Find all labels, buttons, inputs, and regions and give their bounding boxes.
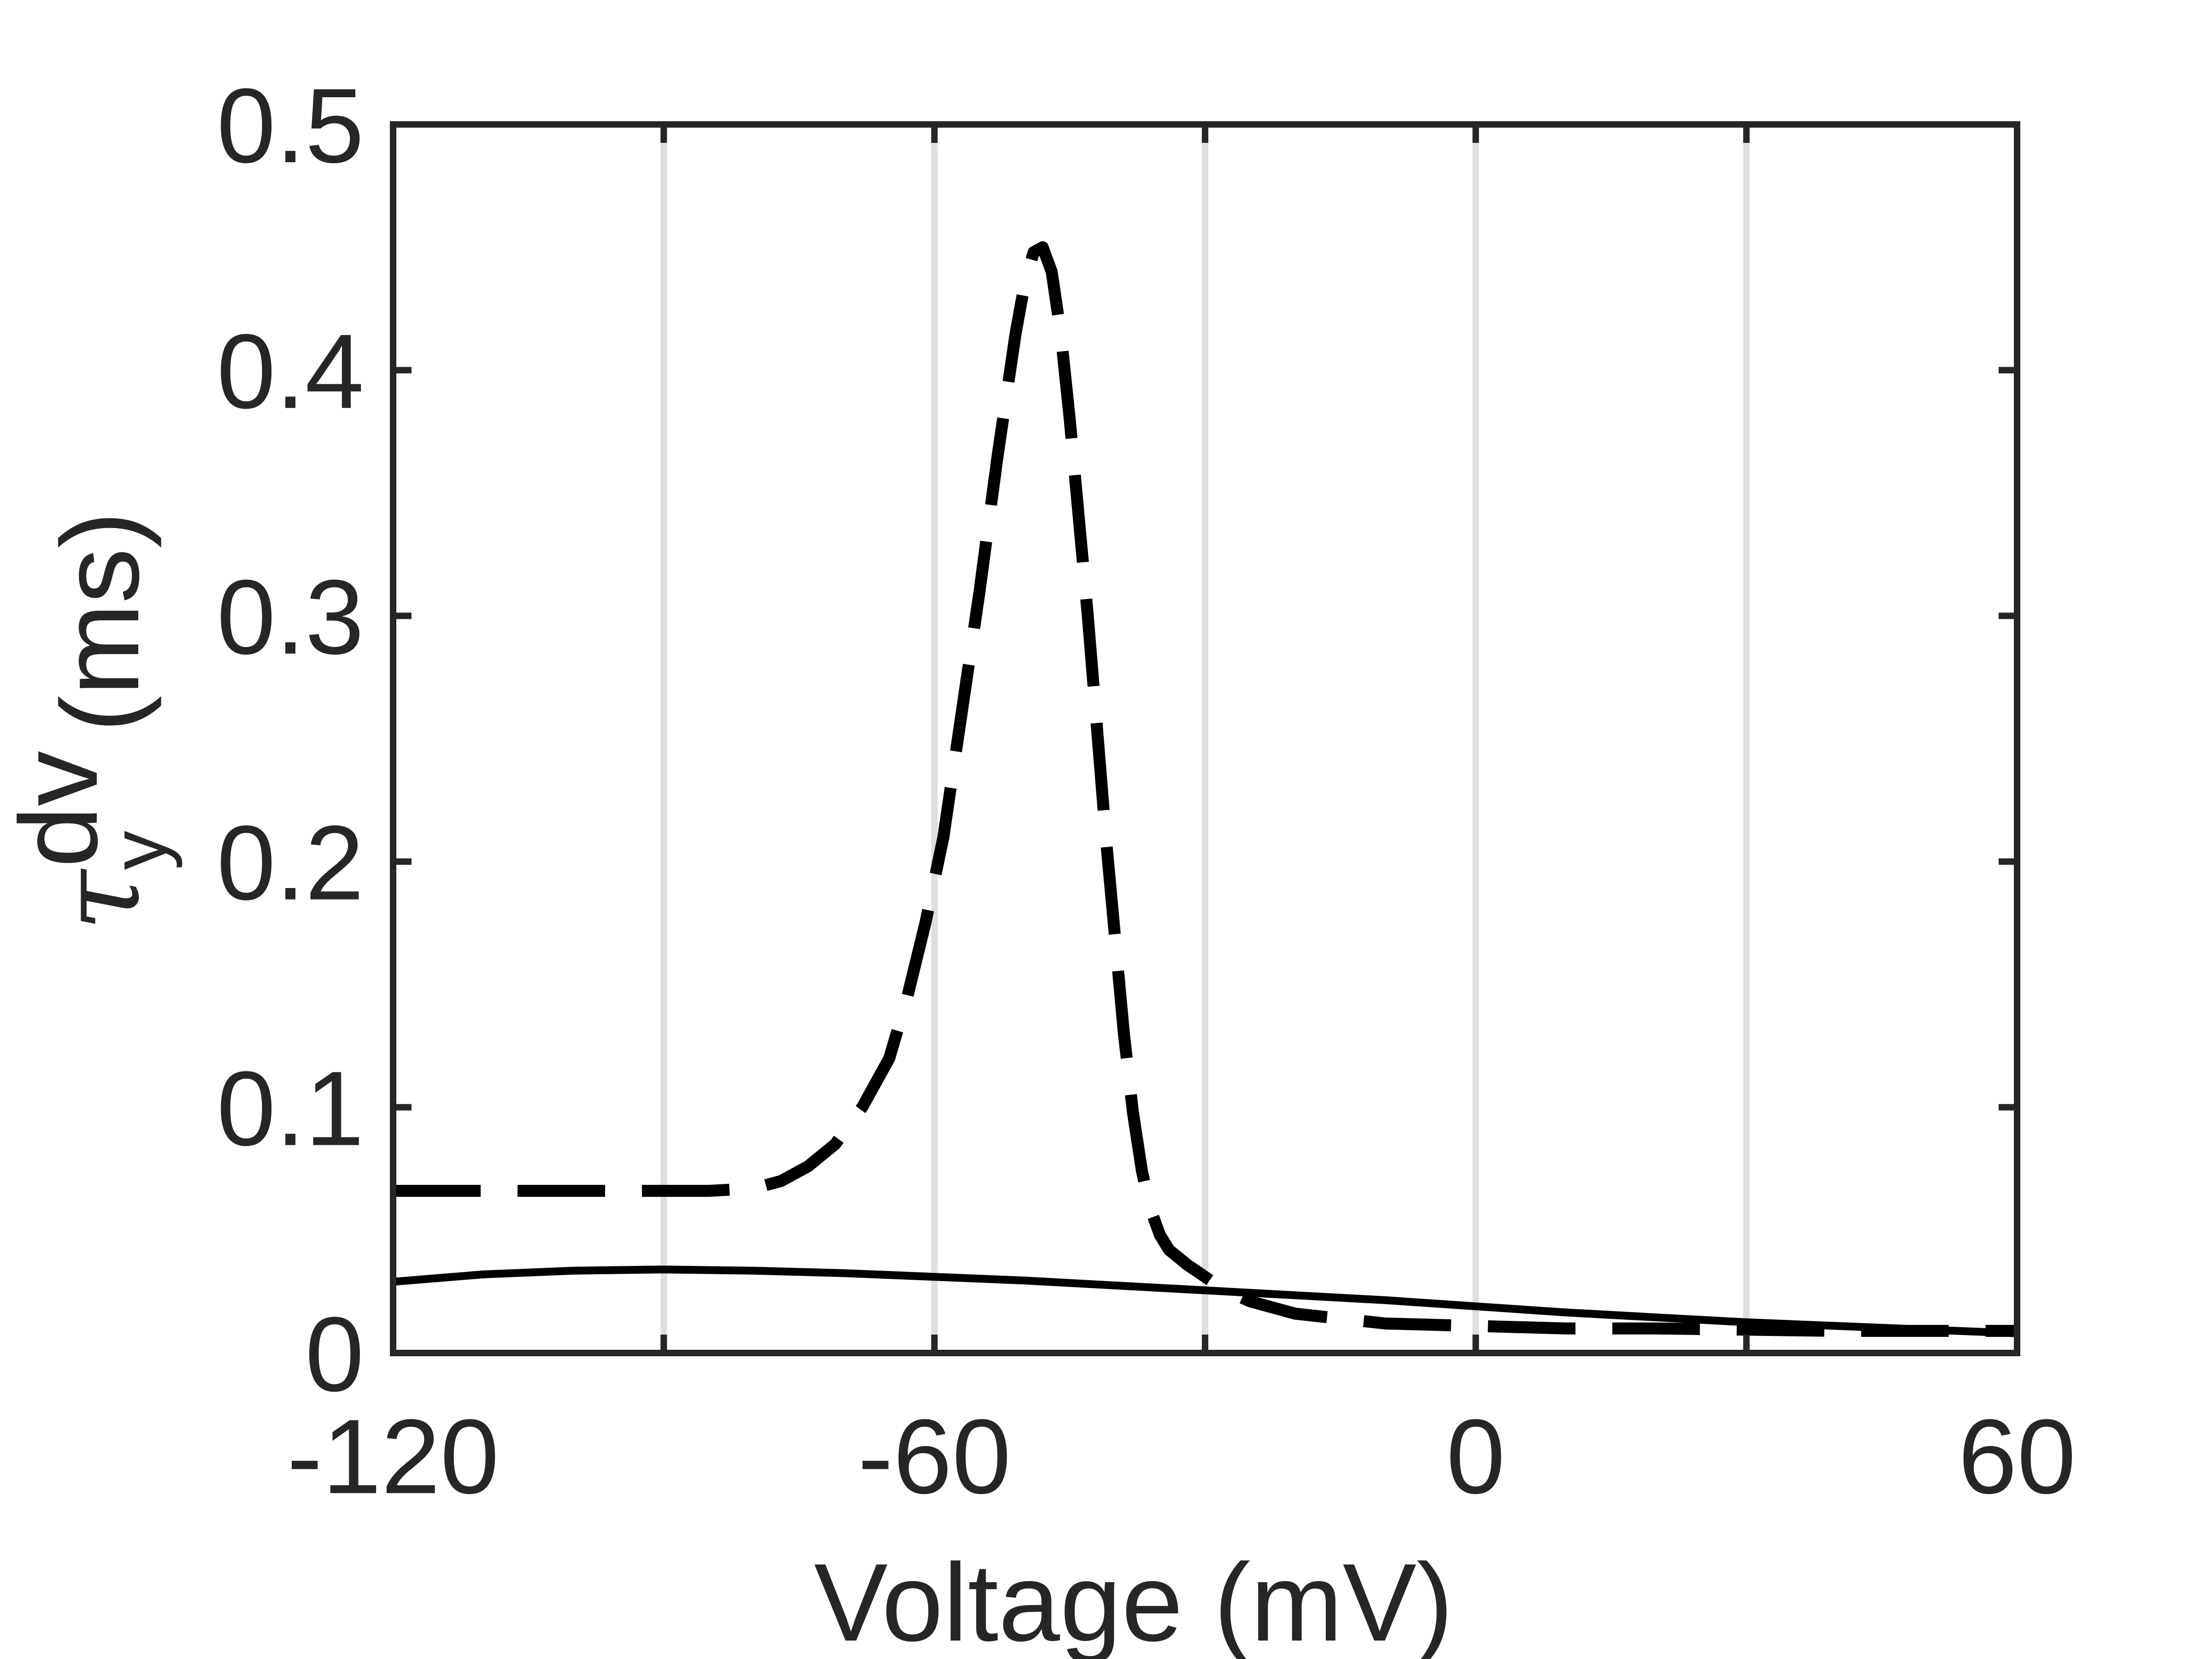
y-tick-label: 0.4 <box>217 312 364 430</box>
series-line-solid <box>393 1265 2018 1337</box>
y-tick-label: 0 <box>305 1295 364 1413</box>
y-axis-title-unit: (ms) <box>38 511 162 732</box>
series-line-dashed <box>393 241 2017 1337</box>
x-tick-label: -120 <box>287 1397 499 1516</box>
y-tick-label: 0.2 <box>217 804 364 922</box>
y-axis-title-subscript: y <box>95 831 183 870</box>
tick-labels: -120 -60 0 60 0 0.1 0.2 0.3 0.4 0.5 <box>217 66 2076 1516</box>
y-axis-title: τydv (ms) <box>0 511 183 931</box>
series-layer <box>393 241 2018 1337</box>
x-tick-label: -60 <box>858 1397 1011 1516</box>
y-tick-label: 0.3 <box>217 558 364 676</box>
y-tick-label: 0.5 <box>217 66 364 185</box>
ticks <box>393 121 2017 1356</box>
x-axis-title: Voltage (mV) <box>814 1541 1453 1659</box>
y-axis-title-superscript: dv <box>0 751 120 867</box>
y-tick-label: 0.1 <box>217 1049 364 1168</box>
x-tick-label: 60 <box>1958 1397 2076 1516</box>
y-axis-title-symbol: τ <box>35 869 165 931</box>
x-tick-label: 0 <box>1446 1397 1505 1516</box>
gridlines <box>660 124 1750 1353</box>
